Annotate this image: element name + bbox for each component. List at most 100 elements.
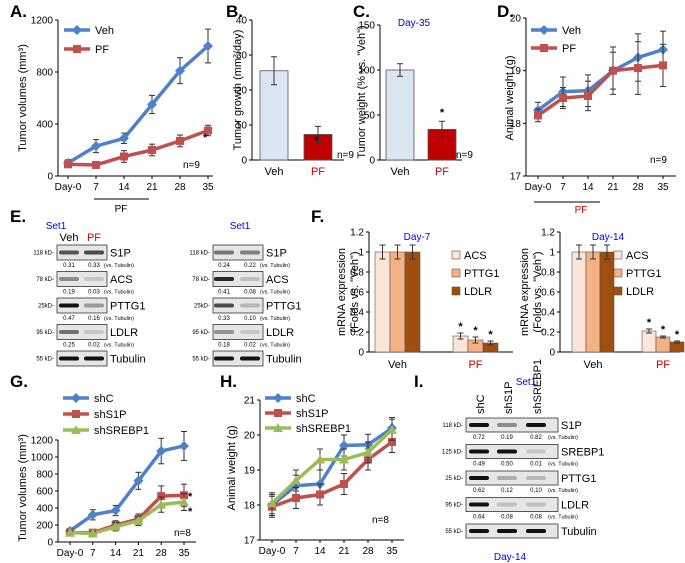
chart-F2-legend-swatch-LDLR [613,286,623,296]
blot-E1-band-Tubulin [84,356,104,361]
blot-I-protein-LDLR: LDLR [561,500,589,512]
chart-A-ytick-label: 800 [36,68,53,79]
blot-E2-quant-PTTG1: 0.10 [244,316,256,322]
chart-F1-legend-swatch-PTTG1 [451,268,461,278]
chart-F2-legend-LDLR: LDLR [626,286,654,298]
chart-D-n: n=9 [650,155,667,166]
chart-H-shS1P-point [388,438,396,446]
blot-E2-quant-LDLR: 0.18 [218,343,230,349]
chart-F2-subtitle: Day-14 [592,232,625,243]
blot-I-band-S1P [469,423,489,427]
chart-G-ytick-label: 0 [47,538,53,549]
blot-E2-protein-ACS: ACS [266,274,289,286]
chart-F1-bar-ACS-Veh [374,251,391,353]
chart-D-xtick-label: Day-0 [525,182,552,193]
panel-letter-D: D. [497,2,514,21]
blot-E1-quant-LDLR: 0.25 [63,343,75,349]
chart-F1-ytick-label: 0.2 [350,328,364,339]
chart-G-shC-point [156,446,167,457]
chart-D-ylabel: Animal weight (g) [504,56,516,141]
blot-E1-blot-PTTG1 [56,297,108,314]
blot-E2-band-S1P [240,250,260,255]
chart-H-legend-shSREBP1-label: shSREBP1 [296,423,351,435]
chart-C-ytick-label: 150 [358,21,375,32]
blot-E2-quant-ACS: 0.41 [218,290,230,296]
blot-I-band-S1P [526,423,546,427]
chart-G-xtick-label: 14 [110,548,122,559]
chart-B-ylabel: Tumor growth (mm3/day) [232,30,244,151]
blot-E2-blot-Tubulin [212,350,264,367]
blot-E1-kd-ACS: 78 kD- [36,277,54,283]
chart-A-xtick-label: 7 [93,182,99,193]
chart-G-n: n=8 [174,528,191,539]
chart-H-ytick-label: 17 [244,536,256,547]
blot-E2-protein-Tubulin: Tubulin [266,354,302,366]
blot-I-footer: Day-14 [494,552,527,563]
blot-I-band-S1P [497,423,517,427]
chart-G-ylabel: Tumor volumes (mm³) [17,434,29,542]
chart-F2-ytick-label: 0.4 [541,308,555,319]
chart-F2-ytick-label: 1 [549,248,555,259]
chart-H-legend-shC-label: shC [296,393,316,405]
blot-E2-blot-ACS [212,271,264,287]
panel-letter-F: F. [311,207,324,226]
blot-E2-band-ACS [214,277,234,281]
blot-E2-kd-LDLR: 95 kD- [192,330,210,336]
chart-H-ylabel: Animal weight (g) [226,426,238,511]
blot-E2-band-LDLR [214,330,234,334]
chart-H-ytick-label: 20 [244,431,256,442]
chart-F1-star: * [488,329,493,341]
chart-G-xtick-label: 7 [90,548,96,559]
chart-A-xtick-label: 14 [118,182,130,193]
blot-I-quant-SREBP1: 0.50 [501,462,513,468]
chart-C-xlabel-PF: PF [435,166,449,178]
chart-F2-ylabel: mRNA expression [519,248,531,336]
blot-I-quant-suffix: (vs. Tubulin) [548,435,578,441]
chart-F1-star: * [473,325,478,337]
chart-D-PF-point [534,111,542,120]
chart-D-PF-point [559,94,567,103]
blot-I-blot-LDLR [465,497,559,512]
chart-D-ytick-label: 18 [510,119,522,130]
panel-letter-G: G. [10,372,28,391]
chart-B-ytick-label: 20 [236,86,248,97]
chart-H-shSREBP1-point [339,454,349,464]
blot-E1-protein-S1P: S1P [110,248,131,260]
chart-F2-bar-PTTG1-PF [655,336,671,353]
blot-E1-quant-suffix: (vs. Tubulin) [104,343,134,349]
chart-F2-bar-ACS-Veh [571,251,587,353]
blot-I-band-Tubulin [526,529,546,533]
chart-A-Veh-point [91,141,101,152]
chart-G-shS1P-line [70,493,185,535]
chart-A-ylabel: Tumor volumes (mm³) [17,44,29,152]
chart-G-shC-point [87,509,98,520]
blot-E2-quant-S1P: 0.22 [244,263,256,269]
blot-E1-quant-PTTG1: 0.47 [63,316,75,322]
blot-E1-blot-LDLR [56,324,108,340]
blot-E1-protein-ACS: ACS [110,274,133,286]
chart-H-shS1P-point [292,494,300,502]
blot-E2-set-label: Set1 [230,221,251,232]
chart-B-xlabel-Veh: Veh [265,166,284,178]
chart-D-xtick-label: 35 [657,182,669,193]
chart-A-PF-point [92,160,100,169]
blot-E1-blot-Tubulin [56,350,108,367]
chart-G-shSREBP1-point [156,499,167,509]
chart-A-legend-veh-point [72,25,82,35]
chart-A-ytick-label: 1200 [31,16,54,27]
chart-F1-ytick-label: 0.8 [350,268,364,279]
blot-I-blot-PTTG1 [465,470,559,486]
chart-D-Veh-line [536,47,664,112]
blot-I-lane-shC: shC [475,394,487,414]
chart-B-ylabel-main: Tumor growth (mm [232,58,244,151]
chart-G-xtick-label: 35 [178,548,190,559]
chart-B-ylabel-sup: 3 [233,54,240,58]
chart-A-Veh-point [203,41,213,51]
chart-F2-xlabel-PF: PF [656,359,670,371]
chart-A-star: * [203,132,208,144]
chart-G-shSREBP1-point [65,527,75,537]
chart-A-legend-veh-label: Veh [95,25,114,37]
blot-E2-kd-Tubulin: 55 kD- [192,357,210,363]
blot-E2-blot-S1P [212,244,264,261]
blot-I-quant-S1P: 0.82 [530,435,542,441]
